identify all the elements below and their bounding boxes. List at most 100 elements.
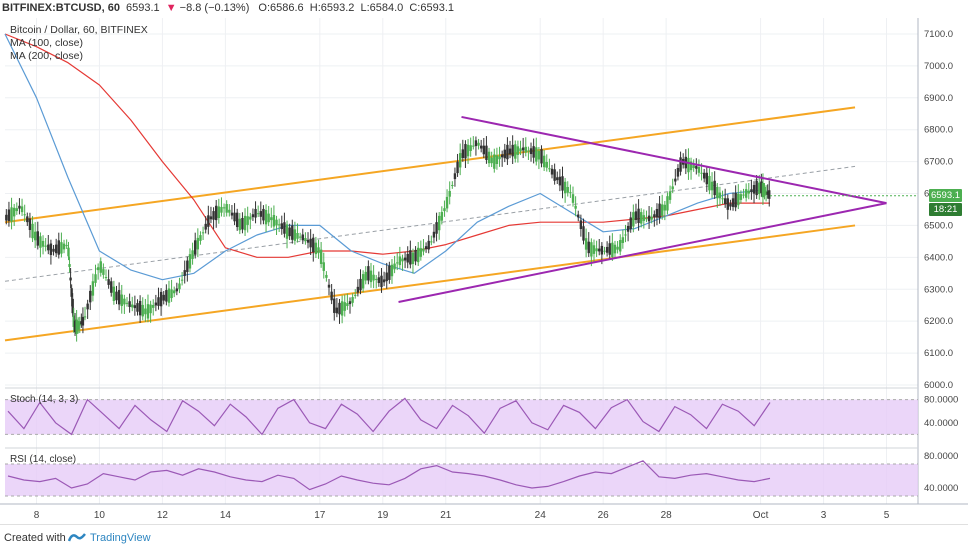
candle-body bbox=[382, 279, 386, 283]
x-tick-label: 12 bbox=[157, 510, 169, 521]
candle-body bbox=[144, 308, 147, 315]
candle-body bbox=[201, 232, 205, 234]
candle-body bbox=[125, 302, 129, 304]
rsi-line bbox=[7, 460, 771, 491]
x-tick-label: 3 bbox=[821, 510, 827, 521]
candle-body bbox=[67, 247, 70, 257]
x-tick-label: 10 bbox=[94, 510, 106, 521]
candle-body bbox=[264, 210, 268, 225]
candle-body bbox=[529, 148, 533, 155]
candle-body bbox=[687, 157, 690, 173]
candle-body bbox=[138, 300, 142, 316]
candle-body bbox=[317, 247, 320, 254]
candle-body bbox=[72, 315, 75, 328]
candle-body bbox=[695, 165, 698, 169]
candle-body bbox=[23, 214, 26, 216]
candle-body bbox=[33, 231, 37, 241]
candle-body bbox=[188, 254, 192, 269]
channel-midline[interactable] bbox=[4, 165, 856, 282]
candle-body bbox=[117, 290, 121, 305]
candle-body bbox=[359, 278, 362, 291]
last-price-label: 6593.1 bbox=[929, 188, 962, 202]
candle-body bbox=[76, 321, 80, 330]
candle-body bbox=[241, 217, 244, 230]
candle-body bbox=[424, 246, 428, 250]
y-tick-label: 7000.0 bbox=[924, 61, 953, 72]
stoch-label[interactable]: Stoch (14, 3, 3) bbox=[10, 394, 79, 405]
candle-body bbox=[173, 290, 176, 294]
candle-body bbox=[569, 192, 572, 194]
candle-body bbox=[674, 178, 677, 182]
candle-body bbox=[249, 216, 252, 220]
candle-body bbox=[721, 198, 724, 200]
candle-body bbox=[288, 227, 291, 237]
candle-body bbox=[761, 182, 765, 198]
candle-body bbox=[723, 198, 727, 205]
rsi-tick-label: 40.0000 bbox=[924, 483, 958, 494]
candle-body bbox=[464, 144, 467, 159]
candle-body bbox=[514, 144, 517, 159]
candle-body bbox=[301, 234, 304, 241]
candle-body bbox=[498, 156, 501, 160]
candle-body bbox=[243, 215, 247, 231]
candle-body bbox=[267, 213, 270, 223]
candle-body bbox=[364, 271, 367, 281]
candle-body bbox=[763, 186, 766, 196]
x-tick-label: Oct bbox=[753, 510, 769, 521]
candle-body bbox=[453, 173, 457, 180]
candle-body bbox=[312, 237, 315, 253]
candle-body bbox=[692, 165, 695, 168]
candle-body bbox=[729, 203, 732, 207]
candle-body bbox=[461, 149, 465, 158]
triangle-lower-line[interactable] bbox=[398, 202, 887, 304]
candle-body bbox=[666, 196, 669, 211]
candle-body bbox=[495, 155, 499, 165]
candle-body bbox=[372, 274, 375, 281]
candle-body bbox=[157, 297, 160, 306]
legend-ma200[interactable]: MA (200, close) bbox=[10, 50, 83, 62]
rsi-label[interactable]: RSI (14, close) bbox=[10, 454, 77, 465]
candle-body bbox=[136, 303, 139, 312]
plot-background bbox=[5, 18, 918, 385]
triangle-upper-line[interactable] bbox=[461, 115, 887, 205]
candle-body bbox=[196, 237, 200, 250]
candle-body bbox=[398, 256, 402, 266]
candle-body bbox=[26, 216, 29, 223]
candle-body bbox=[89, 290, 92, 303]
candle-body bbox=[571, 194, 575, 203]
candle-body bbox=[469, 145, 472, 151]
candle-body bbox=[577, 214, 580, 218]
candle-body bbox=[49, 243, 53, 256]
candle-body bbox=[676, 167, 680, 177]
legend-ma100[interactable]: MA (100, close) bbox=[10, 37, 83, 49]
channel-lower-line[interactable] bbox=[4, 224, 856, 342]
candle-body bbox=[718, 192, 722, 199]
tradingview-logo-icon bbox=[68, 533, 86, 542]
candle-body bbox=[152, 305, 155, 308]
channel-upper-line[interactable] bbox=[4, 106, 856, 224]
candle-body bbox=[10, 207, 13, 222]
candle-body bbox=[697, 167, 701, 173]
candle-body bbox=[477, 142, 480, 146]
candle-body bbox=[734, 192, 737, 208]
price-chart[interactable]: 6000.06100.06200.06300.06400.06500.06600… bbox=[0, 18, 968, 524]
candle-body bbox=[758, 182, 761, 195]
candle-body bbox=[422, 248, 425, 252]
candle-body bbox=[44, 245, 47, 247]
candle-body bbox=[616, 246, 619, 250]
stoch-tick-label: 80.0000 bbox=[924, 395, 958, 406]
y-tick-label: 6900.0 bbox=[924, 93, 953, 104]
x-tick-label: 24 bbox=[535, 510, 547, 521]
candle-body bbox=[283, 222, 286, 234]
candle-body bbox=[81, 316, 85, 326]
tradingview-brand[interactable]: TradingView bbox=[90, 532, 151, 544]
candle-body bbox=[587, 241, 590, 254]
candle-body bbox=[764, 190, 768, 194]
ma200-line bbox=[4, 33, 770, 258]
candle-body bbox=[726, 198, 729, 210]
candle-body bbox=[96, 267, 100, 271]
symbol-name[interactable]: BITFINEX:BTCUSD, 60 bbox=[2, 2, 120, 14]
candle-body bbox=[430, 241, 433, 243]
stoch-tick-label: 40.0000 bbox=[924, 418, 958, 429]
candle-body bbox=[99, 261, 102, 273]
